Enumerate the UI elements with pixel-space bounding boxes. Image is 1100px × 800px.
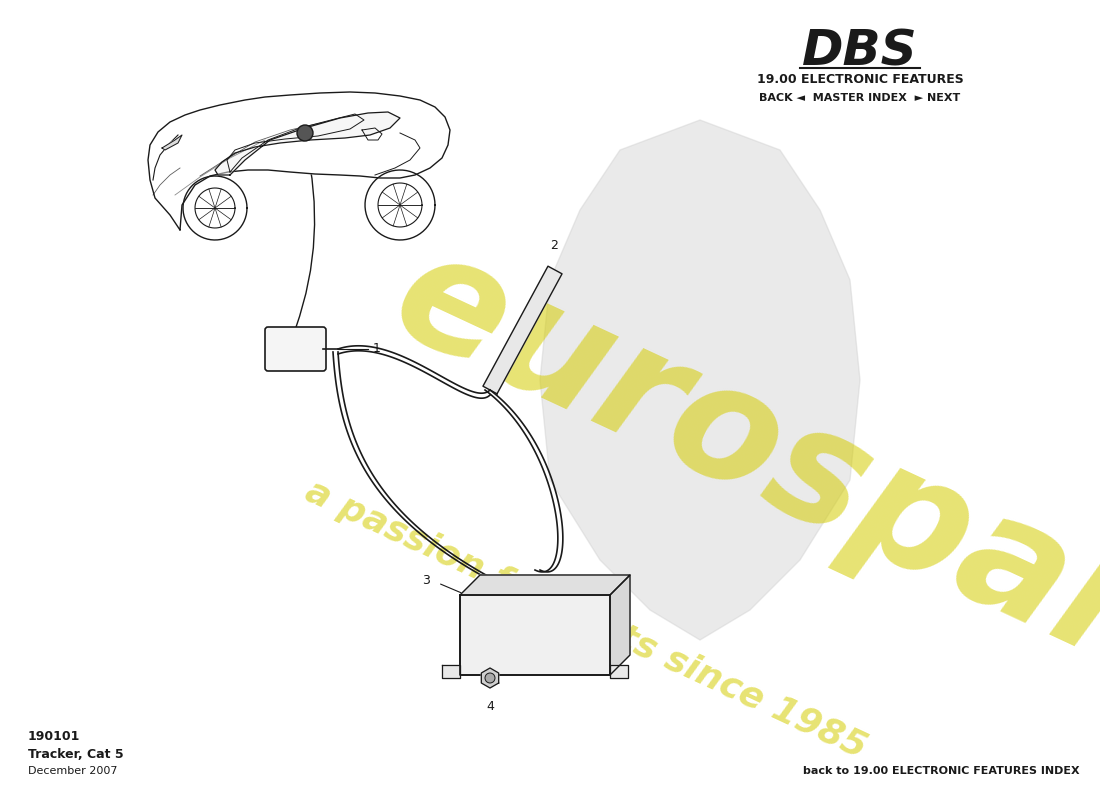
Bar [460, 595, 610, 675]
Polygon shape [540, 120, 860, 640]
Circle shape [297, 125, 313, 141]
Polygon shape [162, 135, 182, 150]
Text: back to 19.00 ELECTRONIC FEATURES INDEX: back to 19.00 ELECTRONIC FEATURES INDEX [803, 766, 1080, 776]
Circle shape [485, 673, 495, 683]
Text: 1: 1 [373, 342, 381, 355]
Polygon shape [482, 668, 498, 688]
Text: 3: 3 [422, 574, 430, 586]
Polygon shape [442, 665, 460, 678]
Text: eurospares: eurospares [370, 216, 1100, 784]
Text: Tracker, Cat 5: Tracker, Cat 5 [28, 748, 123, 761]
Text: 19.00 ELECTRONIC FEATURES: 19.00 ELECTRONIC FEATURES [757, 73, 964, 86]
Polygon shape [460, 575, 630, 595]
Polygon shape [214, 112, 400, 175]
Polygon shape [610, 665, 628, 678]
Text: December 2007: December 2007 [28, 766, 118, 776]
Text: 2: 2 [550, 239, 558, 252]
Text: BACK ◄  MASTER INDEX  ► NEXT: BACK ◄ MASTER INDEX ► NEXT [759, 93, 960, 103]
Polygon shape [148, 92, 450, 230]
Polygon shape [483, 266, 562, 394]
Polygon shape [610, 575, 630, 675]
Text: DBS: DBS [802, 28, 917, 76]
Text: a passion for parts since 1985: a passion for parts since 1985 [300, 474, 872, 766]
Text: 4: 4 [486, 700, 494, 713]
FancyBboxPatch shape [265, 327, 326, 371]
Text: 190101: 190101 [28, 730, 80, 743]
